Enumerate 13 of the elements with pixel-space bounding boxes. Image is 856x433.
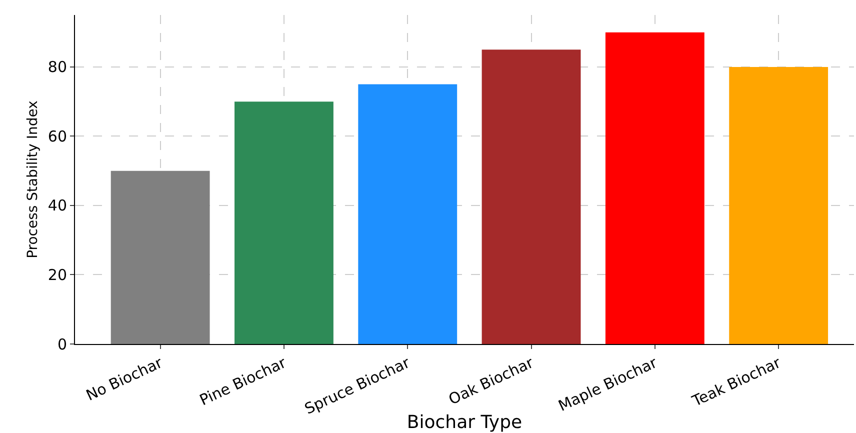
y-tick-label: 0: [57, 335, 67, 354]
bar: [605, 32, 704, 344]
bar: [234, 102, 334, 344]
bar: [482, 50, 581, 344]
y-axis-title: Process Stability Index: [25, 100, 41, 258]
bar: [358, 84, 458, 344]
y-tick-label: 40: [48, 196, 67, 215]
y-tick-label: 60: [48, 127, 67, 146]
bar: [110, 170, 210, 344]
x-axis-title: Biochar Type: [406, 412, 522, 433]
bar: [729, 66, 828, 344]
y-tick-label: 80: [48, 58, 67, 76]
y-tick-label: 20: [48, 266, 67, 284]
